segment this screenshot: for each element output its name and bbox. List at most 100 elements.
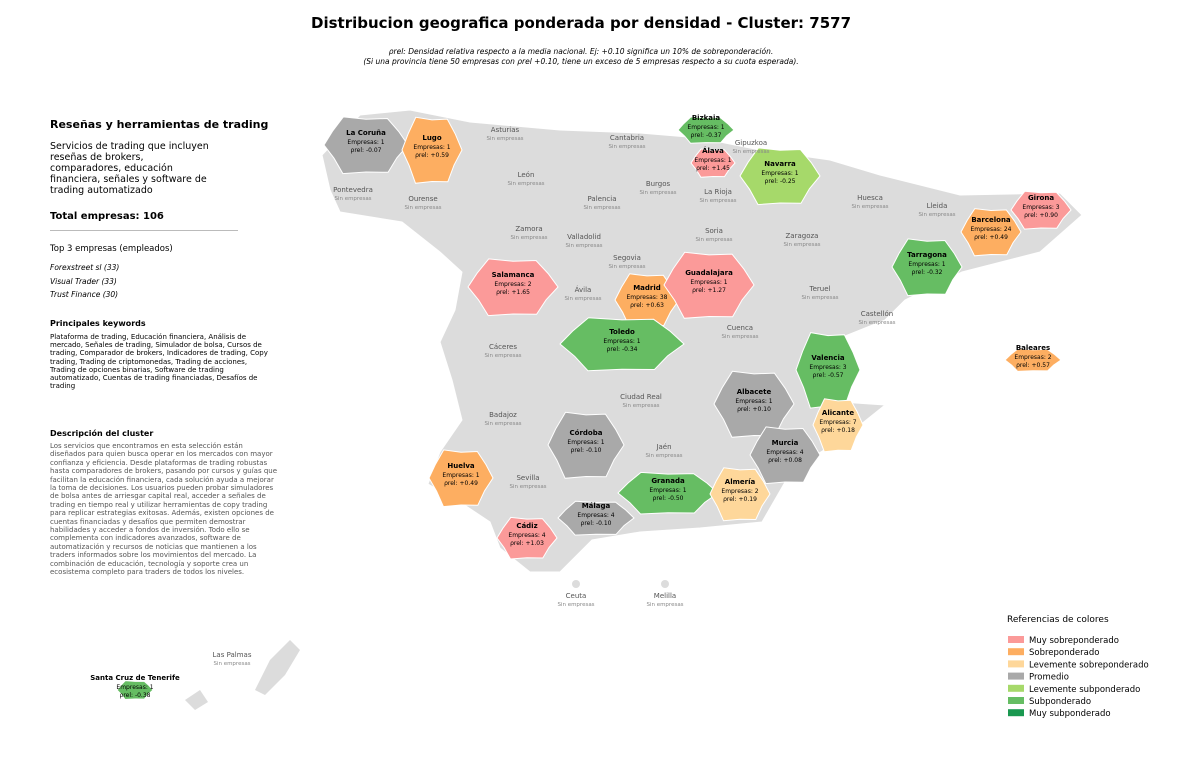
province-density: ρrel: +0.57 [1016, 362, 1050, 369]
province-density: ρrel: +1.03 [510, 540, 544, 547]
province-density: ρrel: +0.08 [768, 457, 802, 464]
province-name: Álava [702, 146, 724, 155]
province-count: Empresas: 4 [577, 512, 614, 519]
province-shape [960, 208, 1022, 257]
province-shape [812, 398, 864, 453]
province-shape [323, 116, 409, 175]
province-status: Sin empresas [565, 243, 602, 249]
province-status: Sin empresas [646, 602, 683, 608]
province-name: Murcia [772, 439, 799, 447]
island [255, 640, 300, 695]
province-density: ρrel: -0.32 [912, 269, 943, 276]
province-name: Segovia [613, 254, 641, 262]
province-status: Sin empresas [484, 421, 521, 427]
province-status: Sin empresas [851, 204, 888, 210]
province-status: Sin empresas [564, 296, 601, 302]
province-name: Castellón [861, 310, 893, 318]
province-name: Córdoba [570, 429, 603, 437]
province-name: La Coruña [346, 129, 386, 137]
province-shape [116, 680, 154, 701]
province-name: Almería [725, 478, 756, 486]
province-shape [1010, 190, 1072, 230]
province-name: Girona [1028, 194, 1054, 202]
province-count: Empresas: 1 [413, 144, 450, 151]
province-density: ρrel: -0.37 [691, 132, 722, 139]
province-name: Ceuta [566, 592, 587, 600]
province-density: ρrel: +1.65 [496, 289, 530, 296]
province-status: Sin empresas [509, 484, 546, 490]
province-name: Tarragona [907, 251, 947, 259]
province-count: Empresas: 1 [603, 338, 640, 345]
province-status: Sin empresas [510, 235, 547, 241]
keywords: Plataforma de trading, Educación financi… [50, 333, 268, 391]
province-name: Zaragoza [786, 232, 819, 240]
province-status: Sin empresas [639, 190, 676, 196]
province-density: ρrel: -0.10 [581, 520, 612, 527]
province-name: Las Palmas [213, 651, 252, 659]
province-name: Jaén [655, 443, 671, 451]
total: Total empresas: 106 [50, 211, 238, 231]
province-shape [1004, 348, 1062, 372]
top-item: Forexstreet sl (33) [50, 263, 120, 272]
province-count: Empresas: 1 [687, 124, 724, 131]
province-status: Sin empresas [583, 205, 620, 211]
province-shape [739, 147, 821, 206]
keywords-title: Principales keywords [50, 319, 146, 328]
province-name: Ciudad Real [620, 393, 662, 401]
province-status: Sin empresas [858, 320, 895, 326]
province-count: Empresas: 2 [1014, 354, 1051, 361]
province-shape [547, 411, 625, 479]
province-status: Sin empresas [645, 453, 682, 459]
province-density: ρrel: +0.49 [444, 480, 478, 487]
province-density: ρrel: +1.45 [696, 165, 730, 172]
title: Distribucion geografica ponderada por de… [311, 14, 851, 32]
legend-label: Sobreponderado [1029, 648, 1099, 658]
province-count: Empresas: 1 [690, 279, 727, 286]
province-count: Empresas: 1 [347, 139, 384, 146]
province-count: Empresas: 3 [1022, 204, 1059, 211]
province-status: Sin empresas [608, 264, 645, 270]
legend-label: Levemente subponderado [1029, 685, 1140, 695]
province-density: ρrel: -0.07 [351, 147, 382, 154]
province-count: Empresas: 2 [721, 488, 758, 495]
province-density: ρrel: +0.19 [723, 496, 757, 503]
province-density: ρrel: -0.38 [120, 692, 151, 699]
province-density: ρrel: -0.25 [765, 178, 796, 185]
province-shape [401, 116, 463, 184]
province-name: Toledo [609, 328, 635, 336]
province-shape [617, 471, 719, 515]
province-name: Burgos [646, 180, 671, 188]
province-count: Empresas: 1 [116, 684, 153, 691]
province-density: ρrel: -0.50 [653, 495, 684, 502]
province-name: Baleares [1016, 344, 1050, 352]
enclave [572, 580, 580, 588]
province-status: Sin empresas [695, 237, 732, 243]
province-density: ρrel: -0.57 [813, 372, 844, 379]
province-count: Empresas: 1 [567, 439, 604, 446]
province-name: Cádiz [516, 522, 537, 530]
province-density: ρrel: +0.18 [821, 427, 855, 434]
province-name: Cáceres [489, 343, 517, 351]
province-shape [559, 317, 685, 372]
top-item: Visual Trader (33) [50, 277, 117, 286]
legend-swatch [1008, 648, 1024, 656]
province-count: Empresas: 1 [761, 170, 798, 177]
province-name: Badajoz [489, 411, 517, 419]
province-name: Lugo [422, 134, 441, 142]
province-shape [749, 426, 821, 485]
province-count: Empresas: 2 [494, 281, 531, 288]
province-status: Sin empresas [918, 212, 955, 218]
province-count: Empresas: 24 [971, 226, 1012, 233]
province-name: Valladolid [567, 233, 601, 241]
sidebar-summary: Servicios de trading que incluyen reseña… [50, 141, 209, 196]
province-name: Guadalajara [685, 269, 733, 277]
province-count: Empresas: 4 [508, 532, 545, 539]
province-status: Sin empresas [486, 136, 523, 142]
top-title: Top 3 empresas (empleados) [50, 244, 173, 254]
province-name: Soria [705, 227, 723, 235]
province-name: Bizkaia [692, 114, 721, 122]
province-count: Empresas: 38 [627, 294, 668, 301]
province-name: Asturias [491, 126, 520, 134]
